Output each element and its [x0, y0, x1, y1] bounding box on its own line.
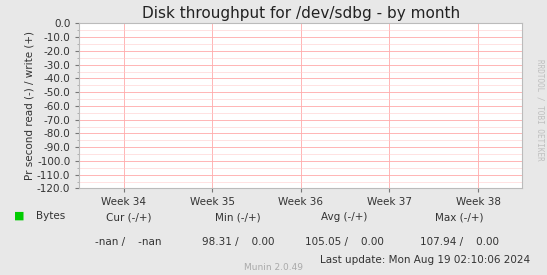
Text: RRDTOOL / TOBI OETIKER: RRDTOOL / TOBI OETIKER	[536, 59, 544, 161]
Text: Min (-/+): Min (-/+)	[215, 212, 261, 222]
Text: 98.31 /    0.00: 98.31 / 0.00	[202, 237, 274, 247]
Text: Last update: Mon Aug 19 02:10:06 2024: Last update: Mon Aug 19 02:10:06 2024	[321, 255, 531, 265]
Text: Bytes: Bytes	[36, 211, 65, 221]
Text: Avg (-/+): Avg (-/+)	[322, 212, 368, 222]
Title: Disk throughput for /dev/sdbg - by month: Disk throughput for /dev/sdbg - by month	[142, 6, 460, 21]
Text: Munin 2.0.49: Munin 2.0.49	[244, 263, 303, 272]
Y-axis label: Pr second read (-) / write (+): Pr second read (-) / write (+)	[24, 31, 34, 180]
Text: 107.94 /    0.00: 107.94 / 0.00	[420, 237, 499, 247]
Text: 105.05 /    0.00: 105.05 / 0.00	[305, 237, 384, 247]
Text: -nan /    -nan: -nan / -nan	[95, 237, 162, 247]
Text: Cur (-/+): Cur (-/+)	[106, 212, 152, 222]
Text: Max (-/+): Max (-/+)	[435, 212, 484, 222]
Text: ■: ■	[14, 211, 24, 221]
